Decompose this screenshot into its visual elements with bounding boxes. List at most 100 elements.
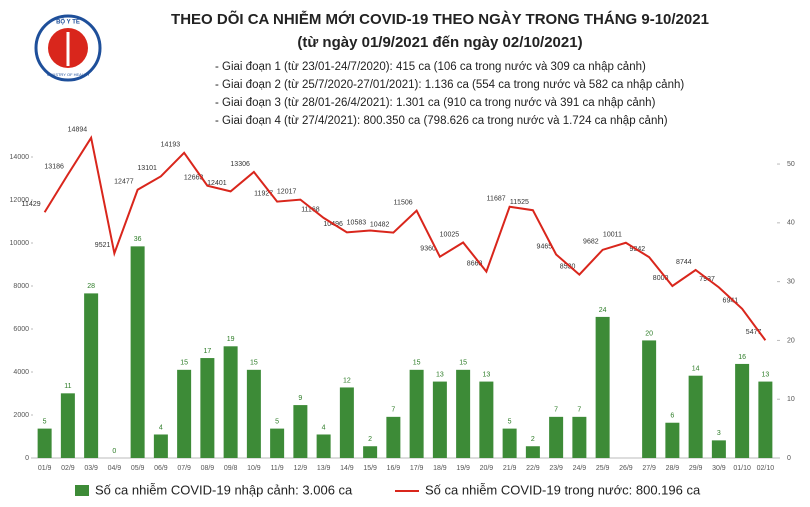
line-value-label: 9521: [95, 242, 111, 249]
x-tick-label: 12/9: [294, 465, 308, 472]
line-value-label: 14193: [161, 142, 181, 149]
bar-value-label: 5: [275, 418, 279, 425]
line-value-label: 10482: [370, 221, 390, 228]
line-value-label: 11687: [487, 196, 506, 203]
x-tick-label: 25/9: [596, 465, 610, 472]
annotation: - Giai đoạn 1 (từ 23/01-24/7/2020): 415 …: [215, 61, 646, 73]
line-value-label: 5477: [746, 329, 762, 336]
line-value-label: 8744: [676, 259, 692, 266]
logo-top: BỘ Y TẾ: [56, 18, 80, 26]
line-value-label: 12663: [184, 175, 204, 182]
y2-tick-label: 50: [787, 161, 795, 168]
line-value-label: 10583: [347, 219, 367, 226]
bar-value-label: 20: [645, 330, 653, 337]
bar: [200, 358, 215, 458]
bar: [572, 416, 587, 458]
bar-value-label: 11: [64, 383, 71, 390]
bar-value-label: 9: [298, 395, 302, 402]
y-tick-label: 12000: [10, 197, 30, 204]
x-tick-label: 15/9: [363, 465, 377, 472]
bar-value-label: 5: [43, 418, 47, 425]
bar-value-label: 28: [87, 283, 95, 290]
bar: [595, 316, 610, 458]
bar-value-label: 13: [436, 371, 444, 378]
legend-label: Số ca nhiễm COVID-19 trong nước: 800.196…: [425, 482, 701, 497]
x-tick-label: 01/9: [38, 465, 52, 472]
bar: [177, 369, 192, 458]
x-tick-label: 20/9: [480, 465, 494, 472]
chart-title: THEO DÕI CA NHIỄM MỚI COVID-19 THEO NGÀY…: [171, 10, 709, 28]
bar-value-label: 13: [761, 371, 769, 378]
x-tick-label: 29/9: [689, 465, 703, 472]
line-value-label: 10011: [603, 232, 622, 239]
x-tick-label: 17/9: [410, 465, 424, 472]
bar-value-label: 15: [413, 360, 421, 367]
line-value-label: 13186: [44, 163, 64, 170]
x-tick-label: 06/9: [154, 465, 168, 472]
x-tick-label: 09/8: [224, 465, 238, 472]
bar-value-label: 13: [482, 371, 490, 378]
bar: [293, 405, 308, 458]
y-tick-label: 0: [25, 455, 29, 462]
logo: BỘ Y TẾ MINISTRY OF HEALTH: [34, 14, 102, 82]
x-tick-label: 16/9: [387, 465, 401, 472]
line-value-label: 11506: [394, 199, 413, 206]
x-tick-label: 02/10: [757, 465, 775, 472]
bar-value-label: 0: [112, 448, 116, 455]
line: [43, 135, 767, 341]
bar-value-label: 24: [599, 307, 607, 314]
line-value-label: 13306: [230, 161, 250, 168]
x-tick-label: 03/9: [84, 465, 98, 472]
y-tick-label: 8000: [13, 283, 29, 290]
y-tick-label: 2000: [13, 412, 29, 419]
bar-value-label: 4: [322, 424, 326, 431]
bar: [735, 363, 750, 458]
bar: [316, 434, 331, 458]
bar: [549, 416, 564, 458]
x-tick-label: 11/9: [271, 465, 284, 472]
x-tick-label: 24/9: [573, 465, 587, 472]
x-tick-label: 05/9: [131, 465, 145, 472]
legend-swatch: [75, 485, 89, 496]
bar-value-label: 17: [203, 348, 211, 355]
line-value-label: 10025: [440, 231, 460, 238]
bar: [642, 340, 657, 458]
line-value-label: 12401: [207, 180, 227, 187]
x-tick-label: 27/9: [642, 465, 656, 472]
bar: [758, 381, 773, 458]
bar: [130, 246, 145, 458]
y2-tick-label: 10: [787, 396, 795, 403]
bar-value-label: 7: [577, 407, 581, 414]
x-tick-label: 26/9: [619, 465, 633, 472]
bar-value-label: 19: [227, 336, 235, 343]
y2-tick-label: 20: [787, 337, 795, 344]
bar-value-label: 7: [391, 407, 395, 414]
bar-value-label: 7: [554, 407, 558, 414]
line-value-label: 8530: [560, 263, 576, 270]
line-value-label: 12477: [114, 179, 134, 186]
bar: [60, 393, 75, 458]
x-tick-label: 18/9: [433, 465, 447, 472]
x-tick-label: 28/9: [666, 465, 680, 472]
legend-label: Số ca nhiễm COVID-19 nhập cảnh: 3.006 ca: [95, 482, 353, 497]
x-tick-label: 13/9: [317, 465, 331, 472]
line-value-label: 13101: [137, 165, 157, 172]
x-tick-label: 21/9: [503, 465, 517, 472]
bar: [525, 446, 540, 458]
bar: [711, 440, 726, 458]
bar-value-label: 12: [343, 377, 351, 384]
line-value-label: 11927: [254, 190, 273, 197]
bar: [84, 293, 99, 458]
y-tick-label: 10000: [10, 240, 30, 247]
y-tick-label: 14000: [10, 154, 30, 161]
annotation: - Giai đoạn 3 (từ 28/01-26/4/2021): 1.30…: [215, 97, 656, 109]
line-value-label: 11168: [301, 207, 320, 214]
y-tick-label: 6000: [13, 326, 29, 333]
annotation: - Giai đoạn 2 (từ 25/7/2020-27/01/2021):…: [215, 79, 684, 91]
x-tick-label: 23/9: [549, 465, 563, 472]
bar-value-label: 4: [159, 424, 163, 431]
bar: [665, 422, 680, 458]
y2-tick-label: 40: [787, 220, 795, 227]
bar-value-label: 36: [134, 236, 142, 243]
